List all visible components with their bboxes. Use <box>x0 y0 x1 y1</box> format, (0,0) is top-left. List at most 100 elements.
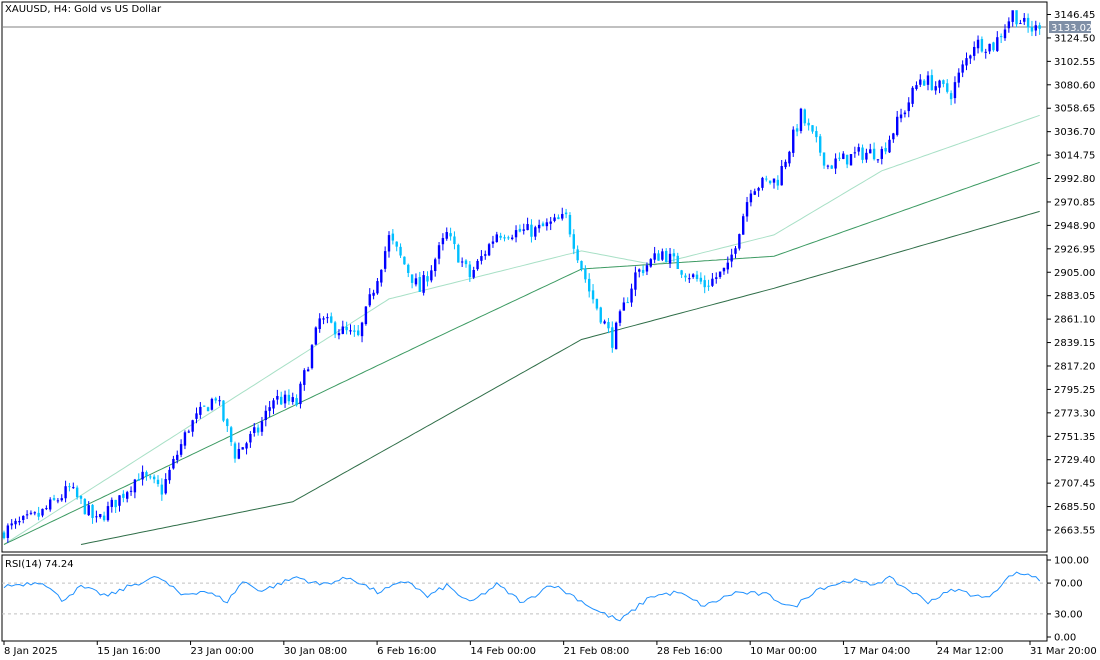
price-tick-label: 3146.45 <box>1054 10 1095 21</box>
price-axis[interactable]: 3146.45 3124.50 3102.55 3080.60 3058.65 3036.… <box>1047 10 1095 537</box>
candle-body <box>52 498 56 500</box>
candle-body <box>318 318 321 330</box>
candle-body <box>695 274 699 280</box>
candle-body <box>668 253 672 264</box>
candle-body <box>518 228 522 232</box>
candle-body <box>2 532 6 539</box>
candle-body <box>75 487 79 498</box>
candle-body <box>734 248 737 254</box>
candle-body <box>1034 25 1037 31</box>
price-tick-label: 2839.15 <box>1054 338 1095 349</box>
candle-body <box>480 256 483 261</box>
time-axis[interactable]: 8 Jan 2025 15 Jan 16:00 23 Jan 00:00 30 Jan… <box>3 641 1097 657</box>
candle-body <box>861 147 864 160</box>
price-tick-label: 2905.00 <box>1054 268 1095 279</box>
candle-body <box>907 102 910 112</box>
candle-body <box>345 326 348 331</box>
candle-body <box>437 245 441 259</box>
candle-body <box>834 158 837 169</box>
candle-body <box>784 161 787 168</box>
candle-body <box>203 405 206 407</box>
time-tick-label: 10 Mar 00:00 <box>750 646 817 657</box>
candle-body <box>499 235 502 238</box>
candle-body <box>187 431 190 433</box>
candle-body <box>122 493 125 498</box>
candle-body <box>792 129 795 153</box>
candle-body <box>476 260 479 270</box>
time-tick-label: 24 Mar 12:00 <box>937 646 1004 657</box>
candle-body <box>18 520 21 523</box>
candle-body <box>314 327 318 345</box>
candle-body <box>899 114 903 119</box>
candle-body <box>1026 17 1030 28</box>
candle-body <box>376 281 379 294</box>
candle-body <box>561 213 564 219</box>
candle-body <box>715 277 718 279</box>
rsi-levels <box>2 582 1047 615</box>
candle-body <box>926 75 930 85</box>
candle-body <box>253 427 256 433</box>
time-tick-label: 21 Feb 08:00 <box>564 646 630 657</box>
candle-body <box>303 370 306 385</box>
candle-body <box>280 396 283 405</box>
candle-body <box>726 262 729 270</box>
moving-averages <box>3 114 1040 545</box>
candle-body <box>256 427 260 433</box>
candle-body <box>372 292 375 296</box>
candle-body <box>688 278 691 280</box>
candle-body <box>326 317 329 319</box>
candle-body <box>1023 17 1026 22</box>
candle-body <box>45 508 48 510</box>
candle-body <box>83 499 87 515</box>
candle-body <box>749 193 753 203</box>
candle-body <box>264 410 267 420</box>
candle-body <box>487 244 491 256</box>
rsi-label: RSI(14) 74.24 <box>5 559 74 570</box>
candle-body <box>657 253 660 261</box>
candle-body <box>618 311 622 323</box>
price-tick-label: 2861.10 <box>1054 315 1095 326</box>
candle-body <box>222 400 225 421</box>
candle-body <box>191 420 194 432</box>
candle-body <box>614 322 618 350</box>
candle-body <box>457 244 460 263</box>
candle-body <box>249 433 252 443</box>
candle-body <box>665 250 668 262</box>
candle-body <box>611 327 614 348</box>
chart-title: XAUUSD, H4: Gold vs US Dollar <box>5 4 162 15</box>
candle-body <box>291 397 294 402</box>
candle-body <box>826 165 830 167</box>
candle-body <box>892 133 895 140</box>
price-tick-label: 2948.90 <box>1054 221 1095 232</box>
candle-body <box>422 275 425 293</box>
time-tick-label: 30 Jan 08:00 <box>284 646 347 657</box>
candle-body <box>761 177 764 188</box>
candle-body <box>884 147 887 152</box>
candle-body <box>210 398 214 410</box>
candle-body <box>507 237 510 239</box>
candle-body <box>10 523 13 526</box>
price-tick-label: 2883.05 <box>1054 291 1095 302</box>
candle-body <box>526 224 529 231</box>
candle-body <box>64 486 67 499</box>
candle-body <box>672 253 676 257</box>
candle-body <box>287 394 291 402</box>
candle-body <box>557 217 560 220</box>
moving-average-line <box>3 161 1040 545</box>
price-tick-label: 2773.30 <box>1054 408 1095 419</box>
candle-body <box>102 515 106 521</box>
rsi-axis: 100.00 70.00 30.00 0.00 <box>1047 556 1089 644</box>
candle-body <box>915 85 918 90</box>
candle-body <box>857 147 860 152</box>
candle-body <box>707 285 710 287</box>
rsi-tick-label: 0.00 <box>1054 633 1076 644</box>
time-tick-label: 6 Feb 16:00 <box>377 646 436 657</box>
candle-body <box>434 259 437 272</box>
candle-body <box>872 148 876 160</box>
candle-body <box>684 275 687 278</box>
price-tick-label: 2992.80 <box>1054 174 1095 185</box>
candle-body <box>849 154 853 166</box>
candle-body <box>152 476 156 480</box>
